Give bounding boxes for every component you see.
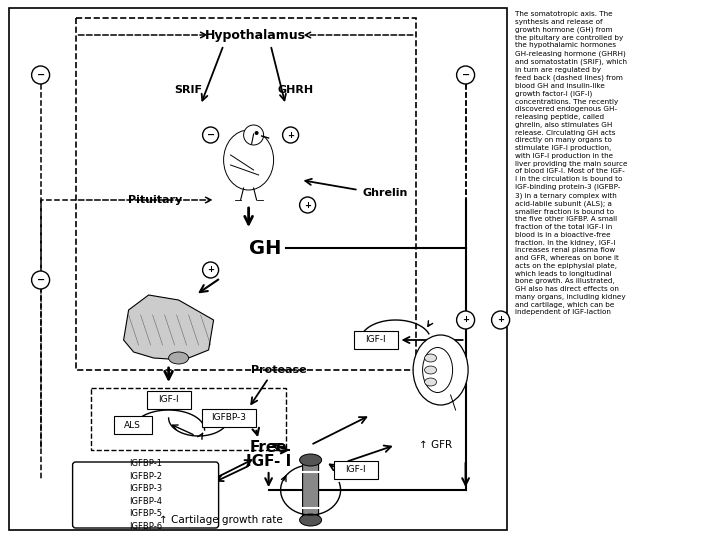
Text: −: − <box>37 275 45 285</box>
Text: IGF- I: IGF- I <box>246 455 291 469</box>
FancyBboxPatch shape <box>114 416 152 434</box>
Text: Pituitary: Pituitary <box>128 195 183 205</box>
Text: IGF-I: IGF-I <box>365 335 386 345</box>
Circle shape <box>282 127 299 143</box>
Text: −: − <box>207 130 215 140</box>
Polygon shape <box>124 295 214 360</box>
FancyBboxPatch shape <box>354 331 397 349</box>
Ellipse shape <box>423 348 453 393</box>
Circle shape <box>492 311 510 329</box>
Circle shape <box>456 66 474 84</box>
Circle shape <box>255 131 258 135</box>
Text: +: + <box>207 266 214 274</box>
Ellipse shape <box>300 514 322 526</box>
Text: −: − <box>37 70 45 80</box>
Ellipse shape <box>168 352 189 364</box>
FancyBboxPatch shape <box>147 391 191 409</box>
Text: +: + <box>462 315 469 325</box>
Text: +: + <box>287 131 294 139</box>
Text: Hypothalamus: Hypothalamus <box>205 29 306 42</box>
Text: GHRH: GHRH <box>277 85 314 95</box>
FancyBboxPatch shape <box>302 458 318 522</box>
Ellipse shape <box>425 354 436 362</box>
FancyBboxPatch shape <box>9 8 507 530</box>
Circle shape <box>32 66 50 84</box>
Circle shape <box>202 127 219 143</box>
Text: IGFBP-3: IGFBP-3 <box>211 414 246 422</box>
Circle shape <box>202 262 219 278</box>
Circle shape <box>243 125 264 145</box>
Text: +: + <box>304 200 311 210</box>
FancyBboxPatch shape <box>333 461 377 479</box>
Ellipse shape <box>425 378 436 386</box>
Text: SRIF: SRIF <box>174 85 202 95</box>
Text: +: + <box>497 315 504 325</box>
Ellipse shape <box>300 454 322 466</box>
Ellipse shape <box>425 366 436 374</box>
Text: ↑ Cartilage growth rate: ↑ Cartilage growth rate <box>158 515 282 525</box>
FancyBboxPatch shape <box>202 409 256 427</box>
Text: Free: Free <box>250 441 287 456</box>
Circle shape <box>300 197 315 213</box>
Text: The somatotropic axis. The
synthesis and release of
growth hormone (GH) from
the: The somatotropic axis. The synthesis and… <box>515 11 627 315</box>
Text: Protease: Protease <box>251 365 307 375</box>
Text: ↑ GFR: ↑ GFR <box>419 440 452 450</box>
Circle shape <box>32 271 50 289</box>
Text: ALS: ALS <box>124 421 141 429</box>
Text: −: − <box>462 70 469 80</box>
Text: IGF-I: IGF-I <box>346 465 366 475</box>
FancyBboxPatch shape <box>73 462 219 528</box>
Ellipse shape <box>413 335 468 405</box>
Text: GH: GH <box>249 239 282 258</box>
Text: IGFBP-1
IGFBP-2
IGFBP-3
IGFBP-4
IGFBP-5
IGFBP-6: IGFBP-1 IGFBP-2 IGFBP-3 IGFBP-4 IGFBP-5 … <box>129 459 162 531</box>
Circle shape <box>456 311 474 329</box>
Ellipse shape <box>224 130 274 190</box>
Text: Ghrelin: Ghrelin <box>363 188 408 198</box>
Text: IGF-I: IGF-I <box>158 395 179 404</box>
